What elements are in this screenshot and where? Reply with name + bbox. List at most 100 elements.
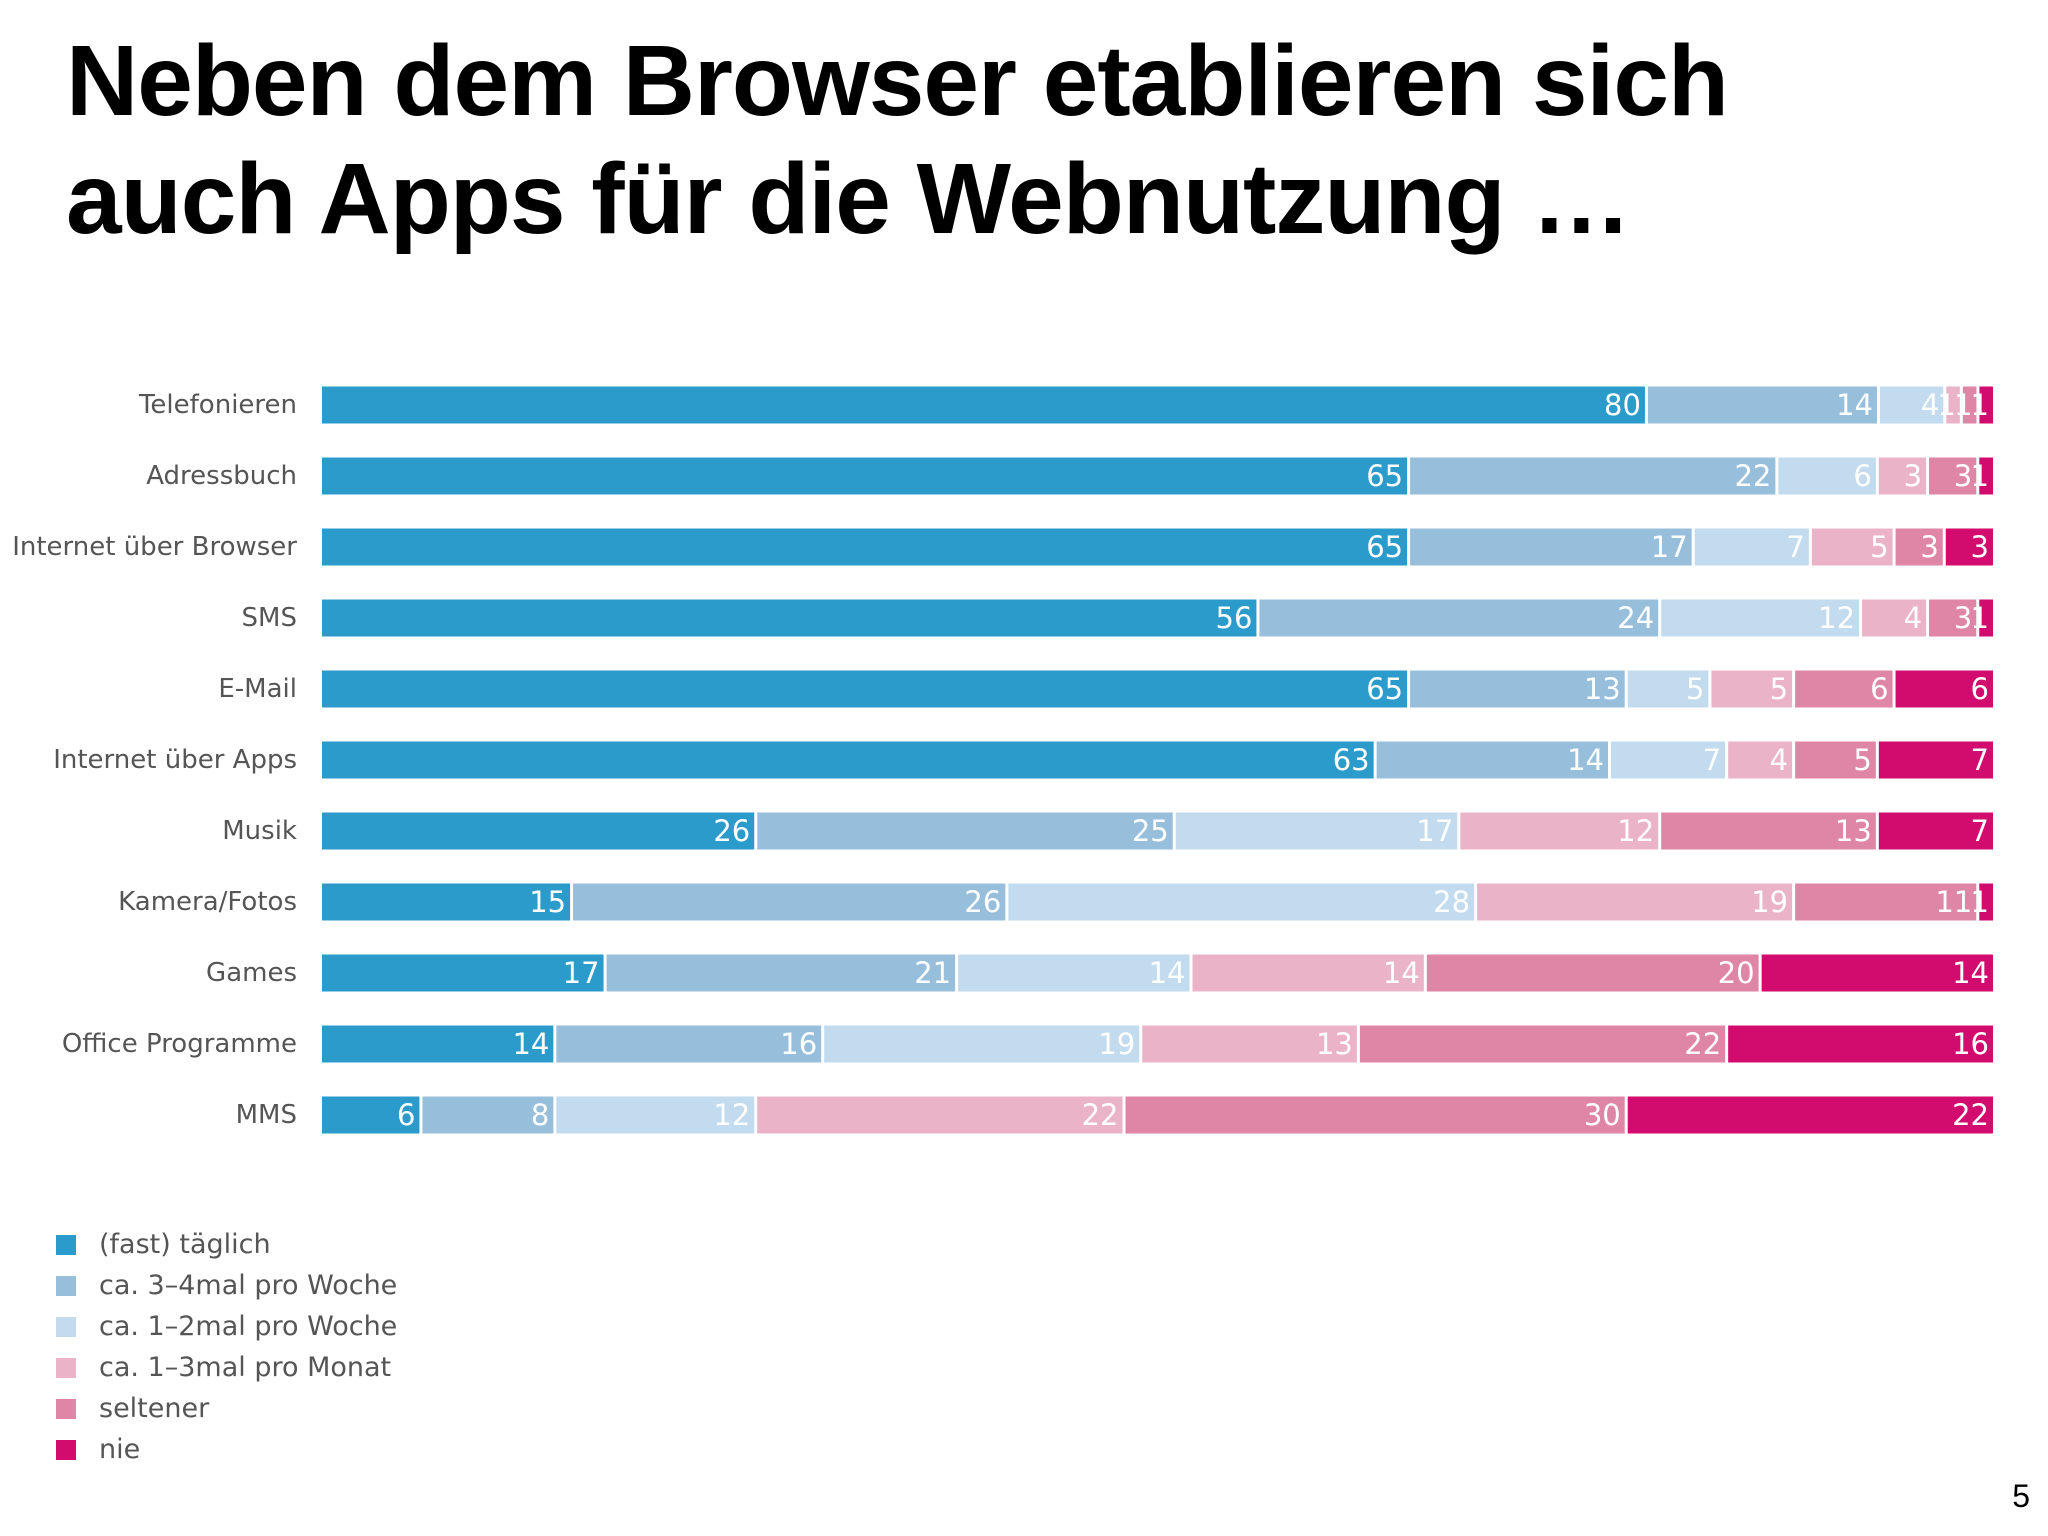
legend-swatch [56, 1439, 76, 1460]
bar-row-games: Games 17 21 14 14 20 14 [206, 954, 1993, 992]
bar-value-label: 4 [1770, 743, 1788, 777]
bar-value-label: 80 [1604, 388, 1641, 422]
bar-value-label: 22 [1684, 1027, 1721, 1061]
category-label: Adressbuch [146, 461, 297, 491]
bar-value-label: 16 [780, 1027, 817, 1061]
bar-row-musik: Musik 26 25 17 12 13 7 [222, 812, 1993, 850]
bar-segment-nie [1979, 599, 1993, 637]
bar-value-label: 19 [1098, 1027, 1135, 1061]
bar-segment-fast-taeglich [322, 670, 1408, 708]
bar-value-label: 3 [1971, 530, 1989, 564]
bar-row-office-programme: Office Programme 14 16 19 13 22 16 [62, 1025, 1993, 1063]
bar-value-label: 13 [1316, 1027, 1353, 1061]
bar-segment-ca-1-2mal-pro-woche [1778, 457, 1876, 495]
bar-segment-seltener [1426, 954, 1759, 992]
legend-label: ca. 3–4mal pro Woche [99, 1270, 398, 1301]
bar-segment-ca-3-4mal-pro-woche [757, 812, 1173, 850]
bar-segment-seltener [1929, 599, 1977, 637]
bar-segment-seltener [1795, 670, 1893, 708]
bar-segment-ca-3-4mal-pro-woche [556, 1025, 822, 1063]
bar-value-label: 5 [1870, 530, 1888, 564]
bar-segment-nie [1627, 1096, 1993, 1134]
bar-value-label: 1 [1971, 601, 1989, 635]
bar-value-label: 1 [1971, 388, 1989, 422]
bar-segment-fast-taeglich [322, 457, 1408, 495]
bar-segment-seltener [1359, 1025, 1726, 1063]
bar-value-label: 17 [1651, 530, 1688, 564]
bar-segment-ca-1-2mal-pro-woche [556, 1096, 755, 1134]
bar-value-label: 4 [1904, 601, 1922, 635]
bar-segment-nie [1979, 883, 1993, 921]
category-label: Internet über Browser [12, 532, 297, 562]
bar-value-label: 17 [1416, 814, 1453, 848]
bar-segment-ca-1-2mal-pro-woche [1627, 670, 1709, 708]
bar-value-label: 17 [563, 956, 600, 990]
bar-segment-ca-3-4mal-pro-woche [1647, 386, 1877, 424]
bar-value-label: 11 [1935, 885, 1972, 919]
bar-value-label: 6 [1971, 672, 1989, 706]
bar-value-label: 12 [713, 1098, 750, 1132]
bar-segment-fast-taeglich [322, 954, 604, 992]
category-label: Games [206, 958, 297, 988]
bar-value-label: 1 [1971, 885, 1989, 919]
bar-segment-nie [1761, 954, 1993, 992]
bar-value-label: 1 [1937, 388, 1955, 422]
bar-value-label: 6 [1853, 459, 1871, 493]
legend-label: (fast) täglich [99, 1229, 271, 1260]
bar-segment-fast-taeglich [322, 883, 571, 921]
bar-value-label: 28 [1433, 885, 1470, 919]
bar-segment-ca-1-2mal-pro-woche [824, 1025, 1140, 1063]
bar-row-sms: SMS 56 24 12 4 31 [242, 599, 1993, 637]
category-label: Telefonieren [138, 390, 297, 420]
bar-segment-ca-1-3mal-pro-monat [1711, 670, 1793, 708]
bar-segment-seltener [1895, 528, 1943, 566]
bar-value-label: 14 [1149, 956, 1186, 990]
bar-row-e-mail: E-Mail 65 13 5 5 6 6 [218, 670, 1993, 708]
bar-segment-ca-3-4mal-pro-woche [1410, 670, 1625, 708]
legend-item-nie: nie [56, 1429, 397, 1470]
bar-value-label: 21 [914, 956, 951, 990]
bar-segment-ca-1-3mal-pro-monat [1811, 528, 1893, 566]
bar-row-internet-ueber-browser: Internet über Browser 65 17 7 5 3 3 [12, 528, 1993, 566]
bar-value-label: 26 [964, 885, 1001, 919]
bar-segment-nie [1979, 457, 1993, 495]
bar-value-label: 5 [1853, 743, 1871, 777]
legend-swatch [56, 1316, 76, 1337]
legend-item-ca-3-4mal-pro-woche: ca. 3–4mal pro Woche [56, 1265, 397, 1306]
bar-segment-ca-1-2mal-pro-woche [1661, 599, 1860, 637]
bar-value-label: 24 [1617, 601, 1654, 635]
bar-value-label: 7 [1971, 743, 1989, 777]
bar-value-label: 12 [1818, 601, 1855, 635]
bar-segment-fast-taeglich [322, 599, 1257, 637]
legend-label: nie [99, 1434, 141, 1465]
bar-value-label: 14 [1952, 956, 1989, 990]
bar-value-label: 12 [1617, 814, 1654, 848]
bar-value-label: 26 [713, 814, 750, 848]
bar-segment-nie [1895, 670, 1993, 708]
bar-value-label: 8 [531, 1098, 549, 1132]
bar-segment-ca-1-2mal-pro-woche [1879, 386, 1944, 424]
bar-segment-ca-3-4mal-pro-woche [1410, 457, 1776, 495]
bar-value-label: 13 [1584, 672, 1621, 706]
bar-value-label: 7 [1786, 530, 1804, 564]
bar-value-label: 15 [529, 885, 566, 919]
bar-row-adressbuch: Adressbuch 65 22 6 3 31 [146, 457, 1993, 495]
bar-segment-ca-3-4mal-pro-woche [573, 883, 1006, 921]
bar-value-label: 20 [1718, 956, 1755, 990]
bar-segment-ca-1-3mal-pro-monat [1946, 386, 1960, 424]
bar-value-label: 13 [1835, 814, 1872, 848]
bar-segment-ca-1-3mal-pro-monat [1142, 1025, 1357, 1063]
bar-segment-fast-taeglich [322, 528, 1408, 566]
bar-segment-seltener [1929, 457, 1977, 495]
bar-row-internet-ueber-apps: Internet über Apps 63 14 7 4 5 7 [53, 741, 1993, 779]
bar-segment-ca-1-2mal-pro-woche [1694, 528, 1809, 566]
legend-item-ca-1-2mal-pro-woche: ca. 1–2mal pro Woche [56, 1306, 397, 1347]
bar-value-label: 22 [1734, 459, 1771, 493]
bar-value-label: 65 [1366, 530, 1403, 564]
category-label: Office Programme [62, 1029, 297, 1059]
bar-value-label: 5 [1686, 672, 1704, 706]
bar-segment-nie [1979, 386, 1993, 424]
legend-item-seltener: seltener [56, 1388, 397, 1429]
bar-value-label: 7 [1971, 814, 1989, 848]
